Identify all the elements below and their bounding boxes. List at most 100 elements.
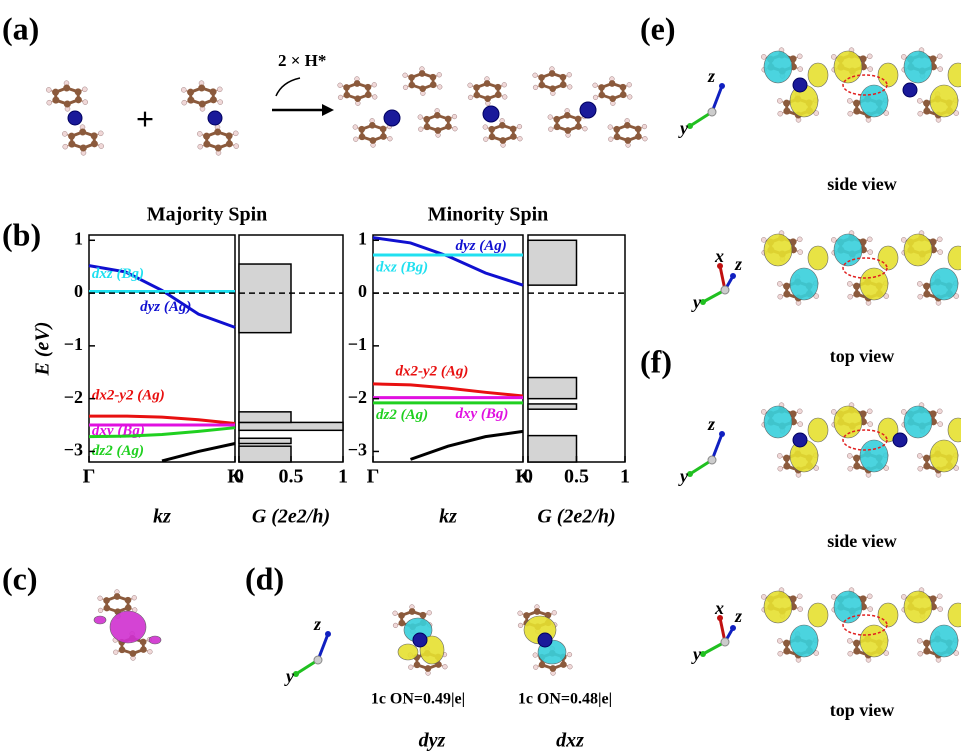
hydrogen — [938, 422, 943, 427]
hydrogen — [868, 67, 873, 72]
carbon — [435, 127, 442, 134]
panel-label: (f) — [640, 343, 672, 379]
carbon — [63, 85, 70, 92]
hydrogen — [627, 95, 632, 100]
hydrogen — [113, 650, 118, 655]
hydrogen — [338, 83, 343, 88]
x-tick-label: 0.5 — [564, 466, 589, 488]
orbital-lobe — [878, 63, 898, 87]
hydrogen — [867, 594, 872, 599]
x-tick-label: 1 — [338, 466, 348, 488]
conductance-bar — [528, 378, 577, 399]
hydrogen — [82, 87, 87, 92]
carbon — [538, 74, 545, 81]
hydrogen — [533, 73, 538, 78]
view-label: top view — [830, 700, 895, 720]
band-line — [162, 444, 235, 461]
metal-atom — [580, 102, 596, 118]
carbon — [125, 604, 132, 611]
hydrogen — [831, 594, 836, 599]
hydrogen — [938, 250, 943, 255]
hydrogen — [643, 136, 648, 141]
orbital-lobe — [149, 636, 161, 644]
hydrogen — [567, 652, 572, 657]
carbon — [783, 648, 790, 655]
carbon — [598, 84, 605, 91]
orbital-lobe — [808, 246, 828, 270]
hydrogen — [917, 638, 922, 643]
hydrogen — [777, 281, 782, 286]
carbon — [599, 92, 606, 99]
hydrogen — [847, 453, 852, 458]
orbital-lobe — [904, 406, 932, 438]
hydrogen — [831, 237, 836, 242]
panel-label: (a) — [2, 10, 39, 46]
hydrogen — [761, 237, 766, 242]
hydrogen — [452, 114, 457, 119]
hydrogen — [937, 594, 942, 599]
metal-atom — [483, 106, 499, 122]
orbital-lobe — [764, 51, 792, 83]
hydrogen — [518, 611, 523, 616]
orbital-lobe — [808, 63, 828, 87]
carbon — [75, 96, 82, 103]
carbon — [91, 140, 98, 147]
axis-origin — [314, 656, 322, 664]
carbon — [575, 123, 582, 130]
axis-label: y — [691, 644, 702, 664]
carbon — [923, 283, 930, 290]
carbon — [853, 100, 860, 107]
metal-atom — [903, 83, 917, 97]
axis-label: y — [691, 292, 702, 312]
hydrogen — [353, 137, 358, 142]
y-axis-label: E (eV) — [32, 322, 54, 377]
hydrogen — [46, 87, 51, 92]
hydrogen — [831, 409, 836, 414]
conductance-bar — [239, 264, 291, 333]
hydrogen — [552, 610, 557, 615]
carbon — [52, 89, 59, 96]
orbital-lobe — [948, 418, 961, 442]
carbon — [68, 133, 75, 140]
carbon — [425, 665, 432, 672]
carbon — [409, 82, 416, 89]
carbon — [354, 80, 361, 87]
carbon — [488, 126, 495, 133]
hydrogen — [831, 54, 836, 59]
carbon — [430, 74, 437, 81]
hydrogen — [847, 281, 852, 286]
band-label: dx2-y2 (Ag) — [92, 387, 165, 403]
x-tick-label: 0 — [523, 466, 533, 488]
metal-atom — [793, 433, 807, 447]
carbon — [125, 597, 132, 604]
carbon — [620, 84, 627, 91]
hydrogen — [47, 100, 52, 105]
carbon — [399, 620, 406, 627]
metal-atom — [208, 111, 222, 125]
orbital-label: dyz — [419, 730, 446, 752]
axis-label: z — [734, 254, 742, 274]
chart-title: Minority Spin — [428, 204, 549, 226]
carbon — [75, 88, 82, 95]
orbital-lobe — [764, 591, 792, 623]
hydrogen — [848, 466, 853, 471]
orbital-lobe — [948, 246, 961, 270]
view-label: side view — [827, 531, 897, 551]
hydrogen — [197, 131, 202, 136]
hydrogen — [437, 72, 442, 77]
orbital-lobe — [930, 85, 958, 117]
x-tick-label: Γ — [367, 466, 380, 488]
carbon — [565, 127, 572, 134]
carbon — [539, 662, 546, 669]
carbon — [853, 283, 860, 290]
hydrogen — [798, 607, 803, 612]
carbon — [199, 100, 206, 107]
hydrogen — [198, 144, 203, 149]
axis-origin — [721, 286, 729, 294]
hydrogen — [502, 82, 507, 87]
hydrogen — [443, 664, 448, 669]
axis-origin — [708, 456, 716, 464]
hydrogen — [777, 98, 782, 103]
y-tick-label: 1 — [74, 228, 83, 248]
hydrogen — [218, 100, 223, 105]
